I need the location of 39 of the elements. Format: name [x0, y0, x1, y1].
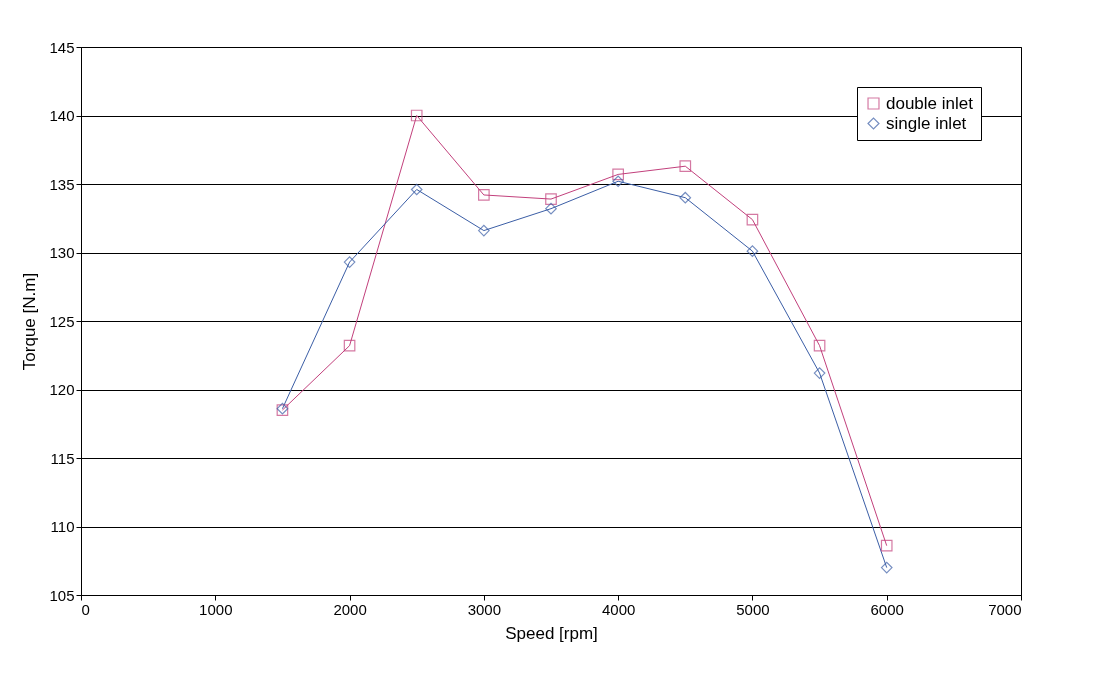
x-tick-label: 4000	[601, 600, 636, 618]
y-tick-label: 120	[49, 381, 75, 398]
y-axis-title: Torque [N.m]	[20, 272, 40, 371]
y-tick-label: 110	[50, 518, 75, 535]
point	[478, 224, 490, 237]
point	[612, 168, 624, 181]
point	[880, 561, 893, 574]
y-tick-label: 140	[49, 107, 75, 124]
point	[410, 109, 423, 122]
y-tick-label: 130	[49, 244, 75, 261]
point	[343, 339, 356, 352]
legend-label: double inlet	[886, 93, 974, 113]
legend-label: single inlet	[886, 113, 967, 133]
x-tick-label: 7000	[988, 600, 1022, 618]
x-tick-label: 3000	[467, 600, 502, 618]
point	[612, 175, 624, 188]
x-tick-label: 0	[81, 600, 90, 618]
x-axis-title: Speed [rpm]	[505, 623, 598, 643]
point	[679, 191, 692, 204]
point	[410, 183, 423, 196]
point	[545, 202, 557, 215]
y-tick-label: 105	[49, 586, 75, 604]
point	[679, 160, 692, 173]
point	[880, 539, 893, 552]
x-tick-label: 1000	[199, 600, 233, 618]
point	[746, 213, 759, 226]
y-tick-label: 145	[49, 38, 75, 56]
point	[343, 256, 356, 268]
x-tick-label: 2000	[333, 600, 367, 618]
y-tick-label: 125	[49, 312, 75, 330]
x-tick-label: 6000	[870, 600, 904, 618]
y-tick-label: 135	[49, 175, 75, 193]
point	[813, 339, 826, 352]
point	[813, 367, 826, 379]
point	[746, 245, 759, 257]
y-tick-label: 115	[50, 449, 75, 467]
x-tick-label: 5000	[736, 600, 770, 618]
point	[478, 189, 490, 201]
point	[545, 193, 557, 205]
